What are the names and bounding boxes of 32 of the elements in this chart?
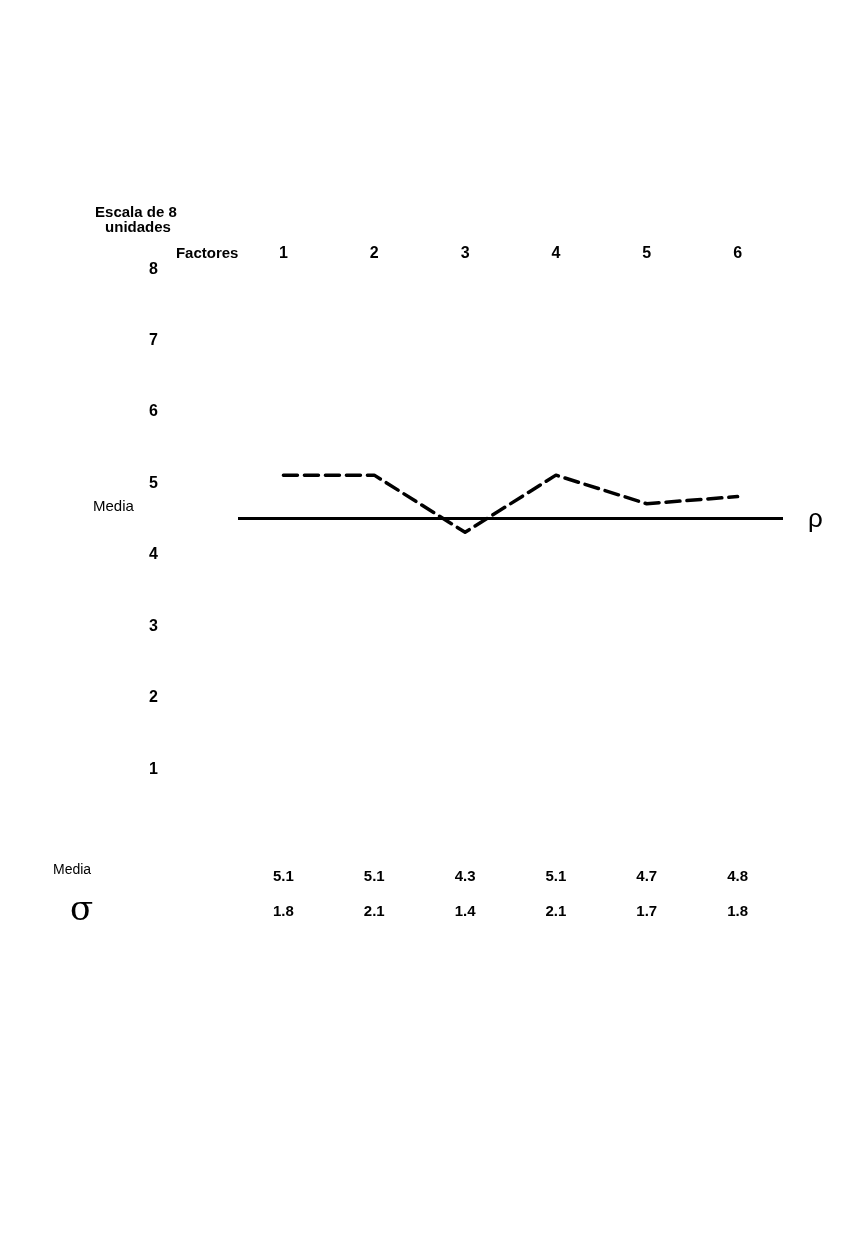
x-tick-label: 6 [733,243,743,261]
text: 1.8 [272,902,294,919]
text: σ [70,888,94,928]
data-label: 4.8 [727,867,749,884]
y-tick-label: 5 [149,473,159,491]
text: 1.7 [636,902,658,919]
y-tick-label: 1 [149,759,159,777]
y-tick-label: 2 [149,688,159,706]
data-label: 5.1 [545,867,567,884]
y-tick-label: 4 [149,545,159,563]
x-tick-label: 4 [551,243,561,261]
text: Media [53,861,92,877]
y-tick-label: 6 [149,402,159,420]
y-tick-label: 7 [149,330,159,348]
data-label: 4.7 [636,867,658,884]
x-axis-title: Factores [175,244,239,261]
x-tick-label: 2 [369,243,379,261]
x-tick-label: 1 [278,243,288,261]
data-label: 4.3 [454,867,476,884]
x-tick-label: 5 [642,243,652,261]
data-label: 5.1 [272,867,294,884]
y-tick-label: 8 [149,259,159,277]
y-axis-title: Escala de 8 unidades [95,203,181,235]
text: 2.1 [545,902,567,919]
text: 2.1 [363,902,385,919]
text: 1.4 [454,902,477,919]
text: ρ [808,503,823,533]
y-tick-label: 3 [149,616,159,634]
text: 1.8 [727,902,749,919]
x-tick-label: 3 [460,243,470,261]
ref-line-label: Media [93,497,135,514]
data-label: 5.1 [363,867,385,884]
